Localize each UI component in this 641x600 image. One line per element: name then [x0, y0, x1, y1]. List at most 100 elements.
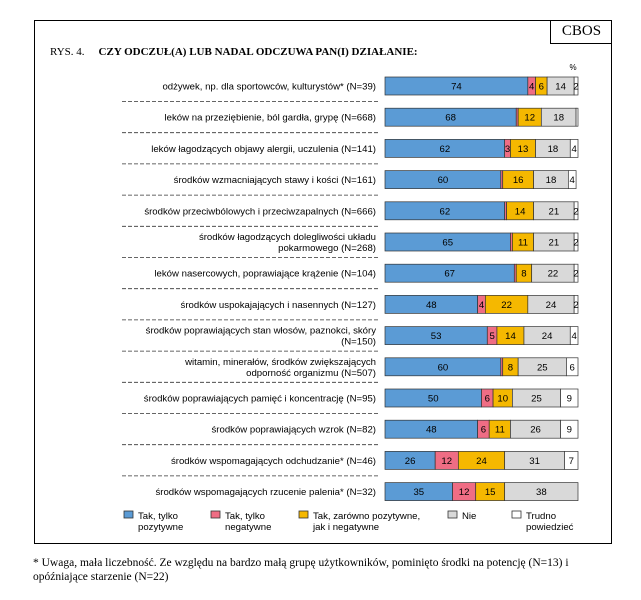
legend-label: negatywne	[225, 522, 271, 533]
data-label: 14	[505, 331, 516, 342]
data-label: 74	[451, 82, 462, 93]
data-label: 11	[495, 425, 505, 436]
category-label: leków na przeziębienie, ból gardła, gryp…	[165, 113, 376, 124]
footnote: * Uwaga, mała liczebność. Ze względu na …	[33, 557, 569, 583]
legend-label: jak i negatywne	[312, 522, 379, 533]
legend-swatch	[447, 510, 458, 519]
category-label: środków uspokajających i nasennych (N=12…	[181, 300, 376, 311]
bar-segment	[560, 388, 579, 408]
data-label: 5	[489, 331, 494, 342]
data-label: 38	[536, 487, 547, 498]
data-label: 25	[531, 394, 542, 405]
data-label: 12	[441, 456, 452, 467]
data-label: 21	[549, 238, 560, 249]
category-label: leków nasercowych, poprawiające krążenie…	[154, 269, 376, 280]
category-label: środków poprawiających wzrok (N=82)	[212, 425, 377, 436]
legend-label: Nie	[462, 511, 476, 522]
data-label: 24	[546, 300, 557, 311]
data-label: 13	[518, 144, 529, 155]
category-label: środków poprawiających pamięć i koncentr…	[144, 394, 376, 405]
data-label: 9	[567, 425, 572, 436]
bar-segment	[573, 295, 579, 314]
legend-label: pozytywne	[138, 522, 183, 533]
data-label: 62	[439, 144, 450, 155]
legend-swatch	[511, 510, 522, 519]
category-label: odporność organizmu (N=507)	[246, 368, 376, 379]
bar-segment	[573, 201, 579, 221]
legend-label: powiedzieć	[526, 522, 574, 533]
data-label: 26	[530, 425, 541, 436]
category-label: środków łagodzących dolegliwości układu	[199, 232, 376, 243]
data-label: 6	[485, 394, 490, 405]
data-label: 65	[442, 238, 453, 249]
data-label: 35	[413, 487, 424, 498]
category-label: środków wzmacniających stawy i kości (N=…	[174, 175, 376, 186]
data-label: 6	[539, 82, 544, 93]
data-label: 8	[521, 269, 526, 280]
data-label: 60	[438, 175, 449, 186]
data-label: 22	[501, 300, 512, 311]
category-label: odżywek, np. dla sportowców, kulturystów…	[162, 82, 376, 93]
percent-label: %	[569, 63, 576, 72]
data-label: 67	[444, 269, 455, 280]
data-label: 4	[529, 82, 535, 93]
bar-segment	[566, 357, 579, 377]
data-label: 2	[573, 238, 578, 249]
bar-segment	[564, 451, 579, 470]
bar-segment	[573, 263, 579, 283]
data-label: 15	[485, 487, 496, 498]
data-label: 2	[573, 206, 578, 217]
data-label: 14	[555, 82, 566, 93]
bar-segment	[560, 419, 579, 439]
data-label: 12	[459, 487, 470, 498]
legend-swatch	[298, 510, 309, 519]
bar-segment	[569, 326, 579, 345]
data-label: 48	[426, 425, 437, 436]
data-label: 22	[548, 269, 559, 280]
chart-frame	[34, 20, 612, 544]
data-label: 8	[508, 362, 513, 373]
data-label: 26	[405, 456, 416, 467]
data-label: 48	[426, 300, 437, 311]
data-label: 25	[537, 362, 548, 373]
legend-swatch	[210, 510, 221, 519]
data-label: 7	[569, 456, 574, 467]
stacked-bar-chart: % odżywek, np. dla sportowców, kulturystó…	[122, 63, 579, 533]
data-label: 24	[542, 331, 553, 342]
data-label: 10	[497, 394, 508, 405]
category-label: środków wspomagających odchudzanie* (N=4…	[171, 456, 376, 467]
legend-label: Tak, zarówno pozytywne,	[313, 511, 420, 522]
data-label: 62	[439, 206, 450, 217]
category-label: witamin, minerałów, środków zwiększający…	[184, 357, 376, 368]
legend-label: Tak, tylko	[225, 511, 265, 522]
data-label: 60	[438, 362, 449, 373]
bar-segment	[573, 76, 579, 96]
cbos-logo: CBOS	[550, 20, 612, 44]
bar-segment	[567, 170, 577, 189]
bar-segment	[573, 232, 579, 252]
bar-segment	[575, 107, 579, 127]
data-label: 53	[431, 331, 442, 342]
data-label: 18	[546, 175, 557, 186]
data-label: 31	[529, 456, 540, 467]
data-label: 11	[518, 238, 528, 249]
category-label: leków łagodzących objawy alergii, uczule…	[151, 144, 376, 155]
bar-segment	[504, 482, 579, 501]
data-label: 24	[476, 456, 487, 467]
figure-number: RYS. 4.	[50, 46, 85, 58]
legend-label: Tak, tylko	[138, 511, 178, 522]
data-label: 4	[479, 300, 485, 311]
data-label: 50	[428, 394, 439, 405]
data-label: 14	[515, 206, 526, 217]
bar-segment	[569, 139, 579, 158]
data-label: 2	[573, 300, 578, 311]
data-label: 2	[573, 82, 578, 93]
data-label: 4	[571, 331, 577, 342]
legend-label: Trudno	[526, 511, 556, 522]
data-label: 3	[505, 144, 510, 155]
data-label: 12	[524, 113, 535, 124]
category-label: środków przeciwbólowych i przeciwzapalny…	[144, 206, 376, 217]
data-label: 68	[445, 113, 456, 124]
data-label: 2	[573, 269, 578, 280]
data-label: 6	[570, 362, 575, 373]
